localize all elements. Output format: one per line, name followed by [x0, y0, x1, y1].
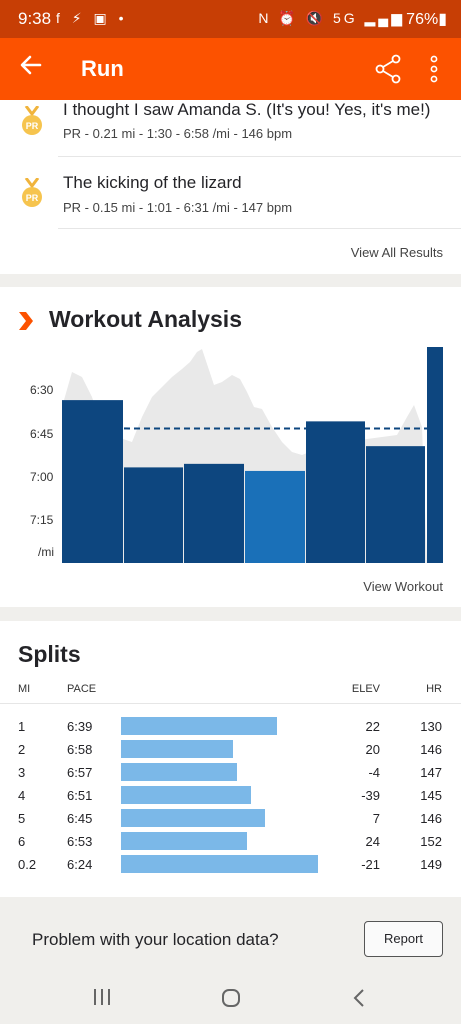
pace-bar: [121, 763, 237, 781]
more-options-icon[interactable]: [428, 54, 440, 89]
view-all-results-link[interactable]: View All Results: [350, 245, 443, 260]
pace-bar: [121, 832, 247, 850]
battery-indicator: 76%▮: [406, 11, 447, 28]
split-pace: 6:57: [67, 765, 93, 780]
recent-apps-icon[interactable]: [92, 988, 112, 1006]
split-pace: 6:53: [67, 834, 93, 849]
y-tick-label: 7:00: [30, 470, 54, 484]
table-row: 4 6:51 -39 145: [0, 785, 461, 808]
column-header-pace: PACE: [67, 683, 97, 695]
split-bar[interactable]: [427, 347, 443, 563]
pr-medal-icon: PR: [22, 106, 42, 135]
splits-card: Splits MI PACE ELEV HR 1 6:39 22 130 2 6:58 20…: [0, 621, 461, 897]
split-elevation: 20: [365, 742, 380, 757]
split-mile: 2: [18, 742, 26, 757]
report-button[interactable]: Report: [364, 921, 443, 957]
share-icon[interactable]: [374, 54, 402, 89]
split-bar[interactable]: [306, 421, 365, 563]
split-elevation: 24: [365, 834, 380, 849]
split-bar[interactable]: [184, 463, 244, 563]
split-pace: 6:24: [67, 857, 93, 872]
y-tick-label: 6:30: [30, 383, 54, 397]
notification-icons: f ⚡ ▣ •: [56, 10, 128, 26]
table-row: 3 6:57 -4 147: [0, 762, 461, 785]
column-header-hr: HR: [426, 683, 442, 695]
split-mile: 5: [18, 811, 26, 826]
pace-bar: [121, 809, 265, 827]
split-elevation: -39: [361, 788, 380, 803]
pace-bar: [121, 855, 318, 873]
back-arrow-icon[interactable]: [18, 52, 44, 84]
table-row: 5 6:45 7 146: [0, 808, 461, 831]
pr-medal-icon: PR: [22, 178, 42, 207]
split-mile: 4: [18, 788, 26, 803]
status-bar: 9:38 f ⚡ ▣ • N ⏰ 🔇 5G ▂▄▆ 76%▮: [0, 0, 461, 38]
clock: 9:38: [18, 9, 52, 28]
split-elevation: 7: [372, 811, 380, 826]
split-heart-rate: 147: [420, 765, 442, 780]
split-heart-rate: 130: [420, 719, 442, 734]
split-pace: 6:45: [67, 811, 93, 826]
split-mile: 6: [18, 834, 26, 849]
app-bar: Run: [0, 38, 461, 100]
column-header-elev: ELEV: [351, 683, 380, 695]
table-row: 2 6:58 20 146: [0, 739, 461, 762]
svg-text:PR: PR: [26, 121, 39, 131]
split-heart-rate: 149: [420, 857, 442, 872]
split-heart-rate: 146: [420, 811, 442, 826]
split-bar[interactable]: [62, 400, 123, 563]
chevron-right-icon: [19, 312, 33, 330]
pace-chart[interactable]: [62, 347, 443, 563]
pace-bar: [121, 740, 233, 758]
table-row: 6 6:53 24 152: [0, 831, 461, 854]
split-elevation: -4: [368, 765, 380, 780]
divider: [58, 156, 461, 157]
split-mile: 1: [18, 719, 26, 734]
section-title: Workout Analysis: [49, 306, 242, 332]
segment-name[interactable]: The kicking of the lizard: [63, 173, 242, 192]
table-row: 1 6:39 22 130: [0, 716, 461, 739]
system-nav-bar: [0, 971, 461, 1024]
home-icon[interactable]: [221, 988, 241, 1008]
split-elevation: -21: [361, 857, 380, 872]
view-workout-link[interactable]: View Workout: [363, 579, 443, 594]
split-pace: 6:58: [67, 742, 93, 757]
split-heart-rate: 145: [420, 788, 442, 803]
y-tick-label: 7:15: [30, 513, 54, 527]
table-row: 0.2 6:24 -21 149: [0, 854, 461, 877]
y-tick-label: 6:45: [30, 427, 54, 441]
page-title: Run: [81, 56, 124, 81]
pace-bar: [121, 786, 251, 804]
split-mile: 3: [18, 765, 26, 780]
segment-results-card: PR I thought I saw Amanda S. (It's you! …: [0, 100, 461, 274]
split-heart-rate: 146: [420, 742, 442, 757]
divider: [0, 703, 461, 704]
split-mile: 0.2: [18, 857, 37, 872]
back-icon[interactable]: [352, 988, 366, 1008]
divider: [58, 228, 461, 229]
svg-text:PR: PR: [26, 193, 39, 203]
split-elevation: 22: [365, 719, 380, 734]
column-header-mi: MI: [18, 683, 31, 695]
split-pace: 6:39: [67, 719, 93, 734]
pace-bar: [121, 717, 277, 735]
split-heart-rate: 152: [420, 834, 442, 849]
workout-analysis-card: Workout Analysis 6:30 6:45 7:00 7:15 /mi…: [0, 287, 461, 607]
split-bar[interactable]: [245, 470, 305, 563]
section-title: Splits: [18, 641, 81, 667]
split-bar[interactable]: [124, 467, 183, 563]
segment-stats: PR - 0.15 mi - 1:01 - 6:31 /mi - 147 bpm: [63, 200, 293, 215]
location-problem-text: Problem with your location data?: [32, 930, 279, 949]
system-icons: N ⏰ 🔇 5G ▂▄▆: [258, 10, 405, 26]
segment-stats: PR - 0.21 mi - 1:30 - 6:58 /mi - 146 bpm: [63, 126, 293, 141]
split-bar[interactable]: [366, 446, 425, 563]
y-axis-unit: /mi: [38, 545, 54, 559]
split-pace: 6:51: [67, 788, 93, 803]
segment-name[interactable]: I thought I saw Amanda S. (It's you! Yes…: [63, 100, 431, 119]
